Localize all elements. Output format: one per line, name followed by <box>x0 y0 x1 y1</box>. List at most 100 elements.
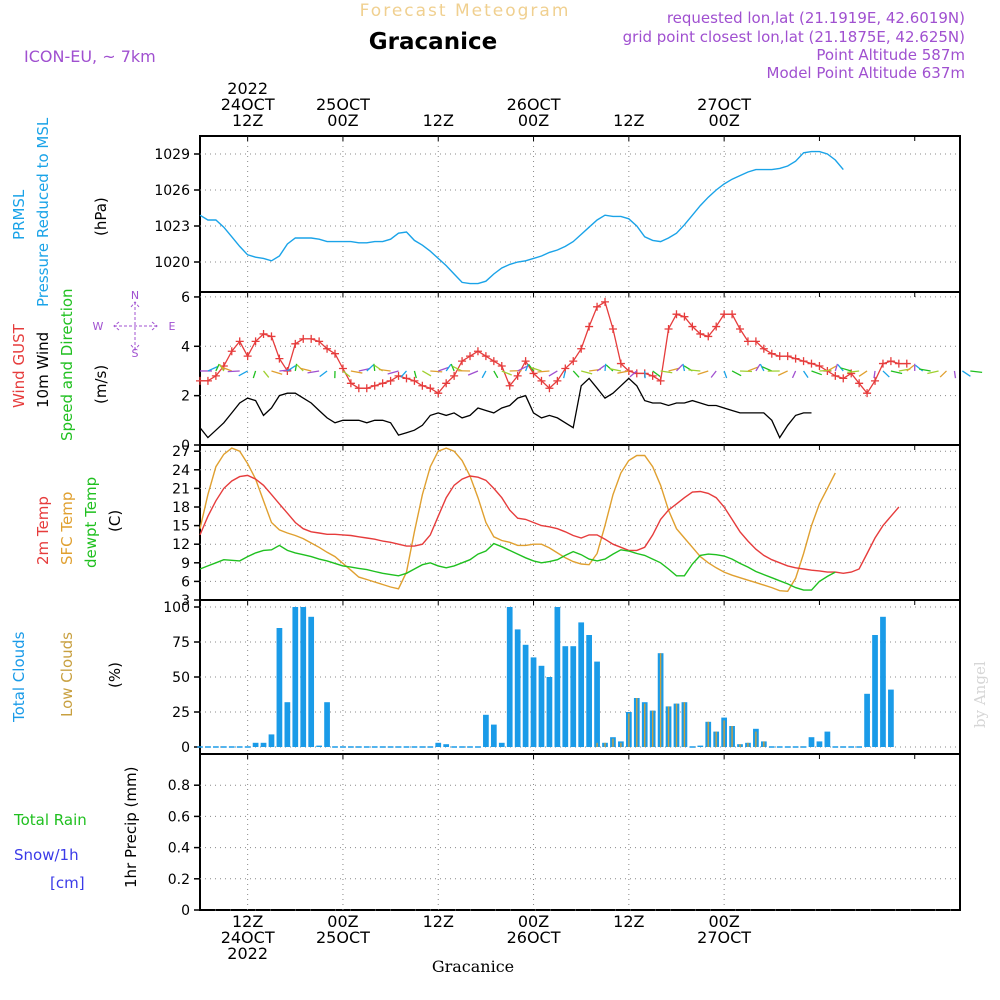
temp-frame <box>199 444 961 601</box>
gust-marker <box>585 322 594 331</box>
wind-direction-arrow <box>373 363 376 372</box>
wind-frame <box>199 291 961 446</box>
gust-marker <box>267 332 276 341</box>
cloud-label-total: Total Clouds <box>10 631 28 723</box>
precip-ytick-label: 0.8 <box>168 778 190 794</box>
pressure-frame <box>199 135 961 293</box>
wind-direction-arrow <box>342 370 351 378</box>
wind-direction-arrow <box>530 366 542 372</box>
pressure-labels: PRMSL Pressure Reduced to MSL (hPa) <box>10 117 110 307</box>
bottom-time-label: 25OCT <box>316 928 370 947</box>
top-time-label: 24OCT <box>221 95 275 114</box>
sfc-temp-line <box>199 447 836 593</box>
wind-direction-arrow <box>927 370 939 375</box>
gust-marker <box>259 329 268 338</box>
wind-direction-arrow <box>596 364 606 372</box>
gust-marker <box>545 384 554 393</box>
total-cloud-bar <box>880 616 886 747</box>
low-cloud-bar <box>651 710 654 747</box>
gust-marker <box>275 354 284 363</box>
pressure-panel: 1020 1023 1026 1029 <box>154 135 961 293</box>
wind-direction-arrow <box>723 370 728 379</box>
grid-point-coords: grid point closest lon,lat (21.1875E, 42… <box>623 28 965 46</box>
low-cloud-bar <box>683 702 686 747</box>
wind-direction-arrow <box>299 367 312 372</box>
cloud-label-low: Low Clouds <box>58 632 76 717</box>
gust-marker <box>608 325 617 334</box>
wind-direction-arrow <box>803 370 809 379</box>
wind-direction-arrow <box>605 364 614 372</box>
pressure-label-1: PRMSL <box>10 189 28 240</box>
gust-marker <box>601 297 610 306</box>
compass-north: N <box>131 289 139 302</box>
low-cloud-bar <box>747 742 749 747</box>
wind-direction-arrow <box>688 369 701 372</box>
wind-direction-arrow <box>604 363 607 372</box>
cloud-unit: (%) <box>106 662 124 688</box>
wind-direction-arrow <box>710 370 717 378</box>
gust-marker <box>227 347 236 356</box>
gust-marker <box>505 381 514 390</box>
gust-marker <box>767 349 776 358</box>
gust-marker <box>577 344 586 353</box>
gust-marker <box>243 352 252 361</box>
wind-direction-arrow <box>827 365 837 372</box>
total-cloud-bar <box>284 702 291 747</box>
wind-direction-arrow <box>761 366 773 372</box>
gust-marker <box>855 379 864 388</box>
gust-marker <box>871 376 880 385</box>
low-cloud-bar <box>667 706 670 747</box>
bottom-time-label: 24OCT <box>221 928 275 947</box>
top-time-label: 00Z <box>708 111 739 130</box>
total-cloud-bar <box>808 737 815 747</box>
gust-marker <box>370 381 379 390</box>
gust-marker <box>783 352 792 361</box>
wind-direction-arrow <box>617 370 629 374</box>
wind-label-dir: Speed and Direction <box>58 288 76 441</box>
wind-direction-arrow <box>271 370 283 375</box>
temp-ytick-label: 27 <box>172 444 190 460</box>
model-altitude: Model Point Altitude 637m <box>767 64 965 82</box>
t2m-line <box>199 474 900 575</box>
temp-label-2m: 2m Temp <box>34 496 52 565</box>
gust-marker <box>378 379 387 388</box>
wind-direction-arrow <box>731 370 742 377</box>
top-time-label: 26OCT <box>507 95 561 114</box>
compass-arrows-icon <box>113 301 158 351</box>
total-cloud-bar <box>816 741 823 747</box>
total-cloud-bar <box>530 657 537 747</box>
wind-direction-arrow <box>238 370 248 377</box>
gust-marker <box>688 322 697 331</box>
low-cloud-bar <box>723 720 725 747</box>
gust-marker <box>680 312 689 321</box>
wind-direction-arrow <box>629 370 638 378</box>
gust-marker <box>894 359 903 368</box>
wind-direction-arrow <box>652 370 661 378</box>
gust-marker <box>513 371 522 380</box>
gust-marker <box>791 354 800 363</box>
cloud-ytick-label: 0 <box>181 740 190 756</box>
total-cloud-bar <box>514 629 521 747</box>
header-title: Forecast Meteogram <box>360 1 571 21</box>
cloud-ytick-label: 100 <box>163 600 190 616</box>
gust-marker <box>315 337 324 346</box>
wind-direction-arrow <box>747 366 759 372</box>
wind-direction-arrow <box>791 370 797 379</box>
top-time-label: 2022 <box>227 79 268 98</box>
pressure-line <box>199 150 844 285</box>
total-cloud-bar <box>308 616 315 747</box>
requested-coords: requested lon,lat (21.1919E, 42.6019N) <box>667 9 965 27</box>
gust-marker <box>323 344 332 353</box>
wind-direction-arrow <box>221 366 232 372</box>
wind-direction-arrow <box>501 370 512 376</box>
wind-direction-arrow <box>668 367 680 372</box>
wind-direction-arrow <box>252 370 257 379</box>
temp-ytick-label: 21 <box>172 481 190 497</box>
clouds-panel: 0 25 50 75 100 <box>163 599 961 756</box>
wind-label-10m: 10m Wind <box>34 332 52 408</box>
precip-ytick-label: 0.6 <box>168 809 190 825</box>
gust-marker <box>593 302 602 311</box>
total-cloud-bar <box>578 622 585 747</box>
low-cloud-bar <box>707 721 709 747</box>
